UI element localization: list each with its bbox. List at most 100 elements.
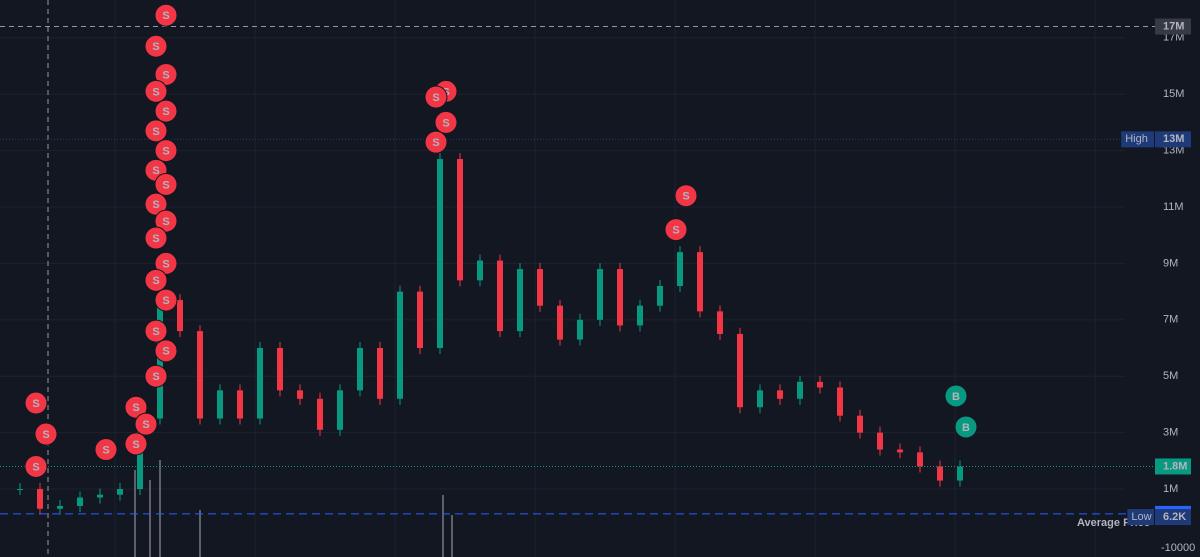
trade-marker-label: B <box>962 422 970 434</box>
trade-marker <box>154 288 178 312</box>
candle-body <box>297 390 303 399</box>
trade-marker-label: S <box>162 346 169 358</box>
trade-marker <box>154 3 178 27</box>
trade-marker-label: S <box>42 429 49 441</box>
trade-marker <box>144 34 168 58</box>
price-name: Low <box>1131 511 1151 523</box>
trade-marker <box>134 412 158 436</box>
candle-body <box>357 348 363 391</box>
trade-marker <box>154 62 178 86</box>
trade-marker <box>124 395 148 419</box>
candle-body <box>237 390 243 419</box>
candle-body <box>757 390 763 408</box>
trade-marker <box>434 110 458 134</box>
trade-marker <box>154 139 178 163</box>
trade-marker <box>944 384 968 408</box>
trade-marker <box>124 432 148 456</box>
candle-body <box>637 305 643 326</box>
candle-body <box>857 415 863 433</box>
candle-body <box>577 319 583 340</box>
candle-body <box>257 348 263 419</box>
candle-body <box>677 252 683 286</box>
trade-marker <box>154 339 178 363</box>
y-tick-label: 9M <box>1163 257 1178 269</box>
y-tick-label: 5M <box>1163 370 1178 382</box>
candle-body <box>77 497 83 506</box>
trade-marker-label: S <box>682 191 689 203</box>
trade-marker <box>94 438 118 462</box>
candle-body <box>477 260 483 281</box>
candle-body <box>717 311 723 334</box>
y-tick-label: 3M <box>1163 427 1178 439</box>
volume-axis-label: -10000 <box>1161 542 1195 554</box>
y-tick-label: 11M <box>1163 201 1184 213</box>
candle-body <box>777 390 783 399</box>
volume-bars <box>134 460 453 557</box>
y-tick-label: 13M <box>1163 145 1184 157</box>
candle-body <box>957 466 963 481</box>
price-label-box <box>1155 131 1191 148</box>
candle-body <box>97 494 103 498</box>
trade-marker-label: S <box>162 69 169 81</box>
trade-marker-label: S <box>162 216 169 228</box>
trade-marker-label: S <box>432 92 439 104</box>
trade-marker-label: S <box>152 371 159 383</box>
candle-body <box>277 348 283 391</box>
candle-body <box>457 159 463 281</box>
candle-body <box>817 381 823 388</box>
price-name-box <box>1121 131 1154 148</box>
trade-marker-label: S <box>152 86 159 98</box>
candle-body <box>557 305 563 340</box>
trade-marker-label: S <box>32 461 39 473</box>
y-tick-label: 7M <box>1163 314 1178 326</box>
trade-marker-label: S <box>152 326 159 338</box>
candle-body <box>897 449 903 453</box>
trade-marker-label: S <box>152 199 159 211</box>
trade-marker-label: S <box>132 402 139 414</box>
trade-marker-label: S <box>162 106 169 118</box>
candle-body <box>737 333 743 408</box>
y-tick-label: 1M <box>1163 483 1178 495</box>
candle-body <box>37 489 43 509</box>
trade-marker <box>424 130 448 154</box>
trade-marker <box>424 85 448 109</box>
price-label-box <box>1155 458 1191 475</box>
candle-body <box>17 489 23 491</box>
trade-marker <box>144 79 168 103</box>
trade-marker <box>144 226 168 250</box>
trade-marker <box>24 391 48 415</box>
trade-marker <box>144 364 168 388</box>
trade-marker <box>144 192 168 216</box>
candle-body <box>657 285 663 306</box>
candle-body <box>377 348 383 399</box>
trade-marker-label: S <box>32 398 39 410</box>
candle-body <box>417 291 423 349</box>
trade-marker <box>154 172 178 196</box>
price-label: 6.2K <box>1163 511 1186 523</box>
trade-marker <box>144 119 168 143</box>
trade-marker-label: S <box>672 224 679 236</box>
trade-marker-label: S <box>152 41 159 53</box>
trade-marker <box>34 422 58 446</box>
candle-body <box>797 381 803 399</box>
candle-body <box>537 269 543 306</box>
trade-marker-label: S <box>162 146 169 158</box>
price-label: 1.8M <box>1163 460 1187 472</box>
trade-marker-label: B <box>952 391 960 403</box>
trade-marker-label: S <box>132 439 139 451</box>
trade-marker-label: S <box>162 179 169 191</box>
candle-body <box>337 390 343 430</box>
candle-body <box>617 269 623 326</box>
candle-body <box>937 466 943 481</box>
trade-marker-label: S <box>102 444 109 456</box>
y-tick-label: 15M <box>1163 88 1184 100</box>
trade-marker-label: S <box>442 117 449 129</box>
trade-marker <box>664 218 688 242</box>
candle-body <box>197 331 203 419</box>
y-tick-label: 17M <box>1163 32 1184 44</box>
trade-marker <box>954 415 978 439</box>
trade-marker <box>144 268 168 292</box>
candle-body <box>877 432 883 450</box>
price-name-box <box>1127 509 1154 526</box>
